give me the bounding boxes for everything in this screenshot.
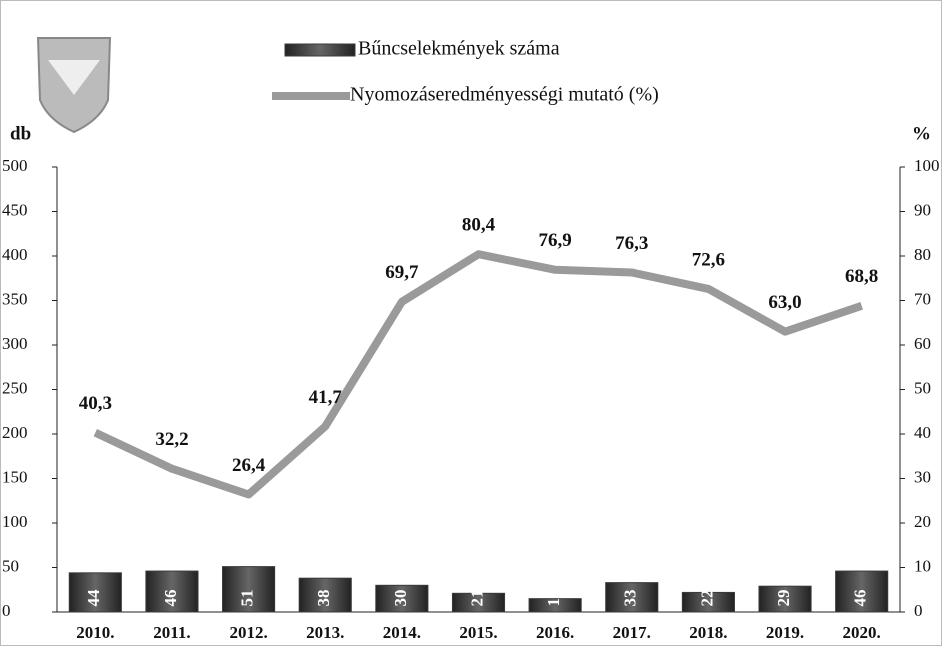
y2-tick-label: 20 (914, 512, 931, 531)
y2-tick-label: 80 (914, 245, 931, 264)
line-value-label: 76,3 (615, 233, 648, 254)
bar-value-label: 22 (697, 590, 716, 607)
bar-value-label: 51 (237, 590, 256, 607)
y-tick-label: 500 (2, 156, 28, 175)
y-tick-label: 150 (2, 467, 28, 486)
y-tick-label: 350 (2, 289, 28, 308)
bar (681, 591, 735, 613)
x-tick-label: 2015. (459, 623, 497, 642)
y-tick-label: 50 (2, 556, 19, 575)
bar (298, 577, 352, 613)
bar-value-label: 33 (621, 590, 640, 607)
x-tick-label: 2019. (766, 623, 804, 642)
y-tick-label: 400 (2, 245, 28, 264)
line-value-label: 63,0 (768, 292, 801, 313)
y2-tick-label: 0 (914, 601, 923, 620)
line-value-label: 32,2 (155, 429, 188, 450)
line-series (93, 250, 863, 499)
line-value-label: 26,4 (232, 455, 266, 476)
y2-tick-label: 70 (914, 289, 931, 308)
y-tick-label: 300 (2, 334, 28, 353)
x-tick-label: 2013. (306, 623, 344, 642)
bar (758, 585, 812, 613)
legend-label: Nyomozáseredményességi mutató (%) (350, 84, 659, 106)
logo (36, 37, 112, 134)
x-tick-label: 2020. (843, 623, 881, 642)
y-tick-label: 250 (2, 378, 28, 397)
line-value-label: 80,4 (462, 215, 496, 236)
bar-value-label: 44 (84, 589, 103, 607)
bar (222, 566, 276, 613)
line-value-label: 68,8 (845, 266, 878, 287)
y2-tick-label: 90 (914, 200, 931, 219)
bar-value-label: 38 (314, 590, 333, 607)
bar (605, 582, 659, 613)
y-axis-label: db (10, 123, 31, 144)
line-value-label: 69,7 (385, 262, 419, 283)
x-tick-label: 2010. (76, 623, 114, 642)
y2-tick-label: 10 (914, 556, 931, 575)
x-tick-label: 2012. (229, 623, 267, 642)
line-value-label: 41,7 (309, 387, 343, 408)
x-tick-label: 2011. (153, 623, 190, 642)
y-tick-label: 450 (2, 200, 28, 219)
bar-value-label: 21 (467, 590, 486, 607)
bar-value-label: 46 (851, 590, 870, 607)
legend-label: Bűncselekmények száma (358, 38, 560, 60)
y2-tick-label: 40 (914, 423, 931, 442)
x-tick-label: 2014. (383, 623, 421, 642)
line-value-label: 72,6 (692, 249, 725, 270)
bar (68, 572, 122, 613)
bar-value-label: 15 (544, 590, 563, 607)
y2-tick-label: 60 (914, 334, 931, 353)
bar-value-label: 46 (161, 590, 180, 607)
bar-value-label: 30 (391, 590, 410, 607)
x-tick-label: 2018. (689, 623, 727, 642)
line-value-label: 40,3 (79, 393, 112, 414)
y-tick-label: 0 (2, 601, 11, 620)
x-tick-label: 2016. (536, 623, 574, 642)
bar (835, 570, 889, 613)
y2-tick-label: 50 (914, 378, 931, 397)
y2-tick-label: 100 (914, 156, 940, 175)
y-tick-label: 100 (2, 512, 28, 531)
bar-value-label: 29 (774, 590, 793, 607)
bar (145, 570, 199, 613)
y2-axis-label: % (912, 123, 931, 144)
bar (528, 598, 582, 613)
y-tick-label: 200 (2, 423, 28, 442)
y2-tick-label: 30 (914, 467, 931, 486)
bar (375, 584, 429, 613)
legend-swatch (284, 43, 356, 57)
bar (451, 592, 506, 613)
line-value-label: 76,9 (539, 230, 572, 251)
x-tick-label: 2017. (613, 623, 651, 642)
